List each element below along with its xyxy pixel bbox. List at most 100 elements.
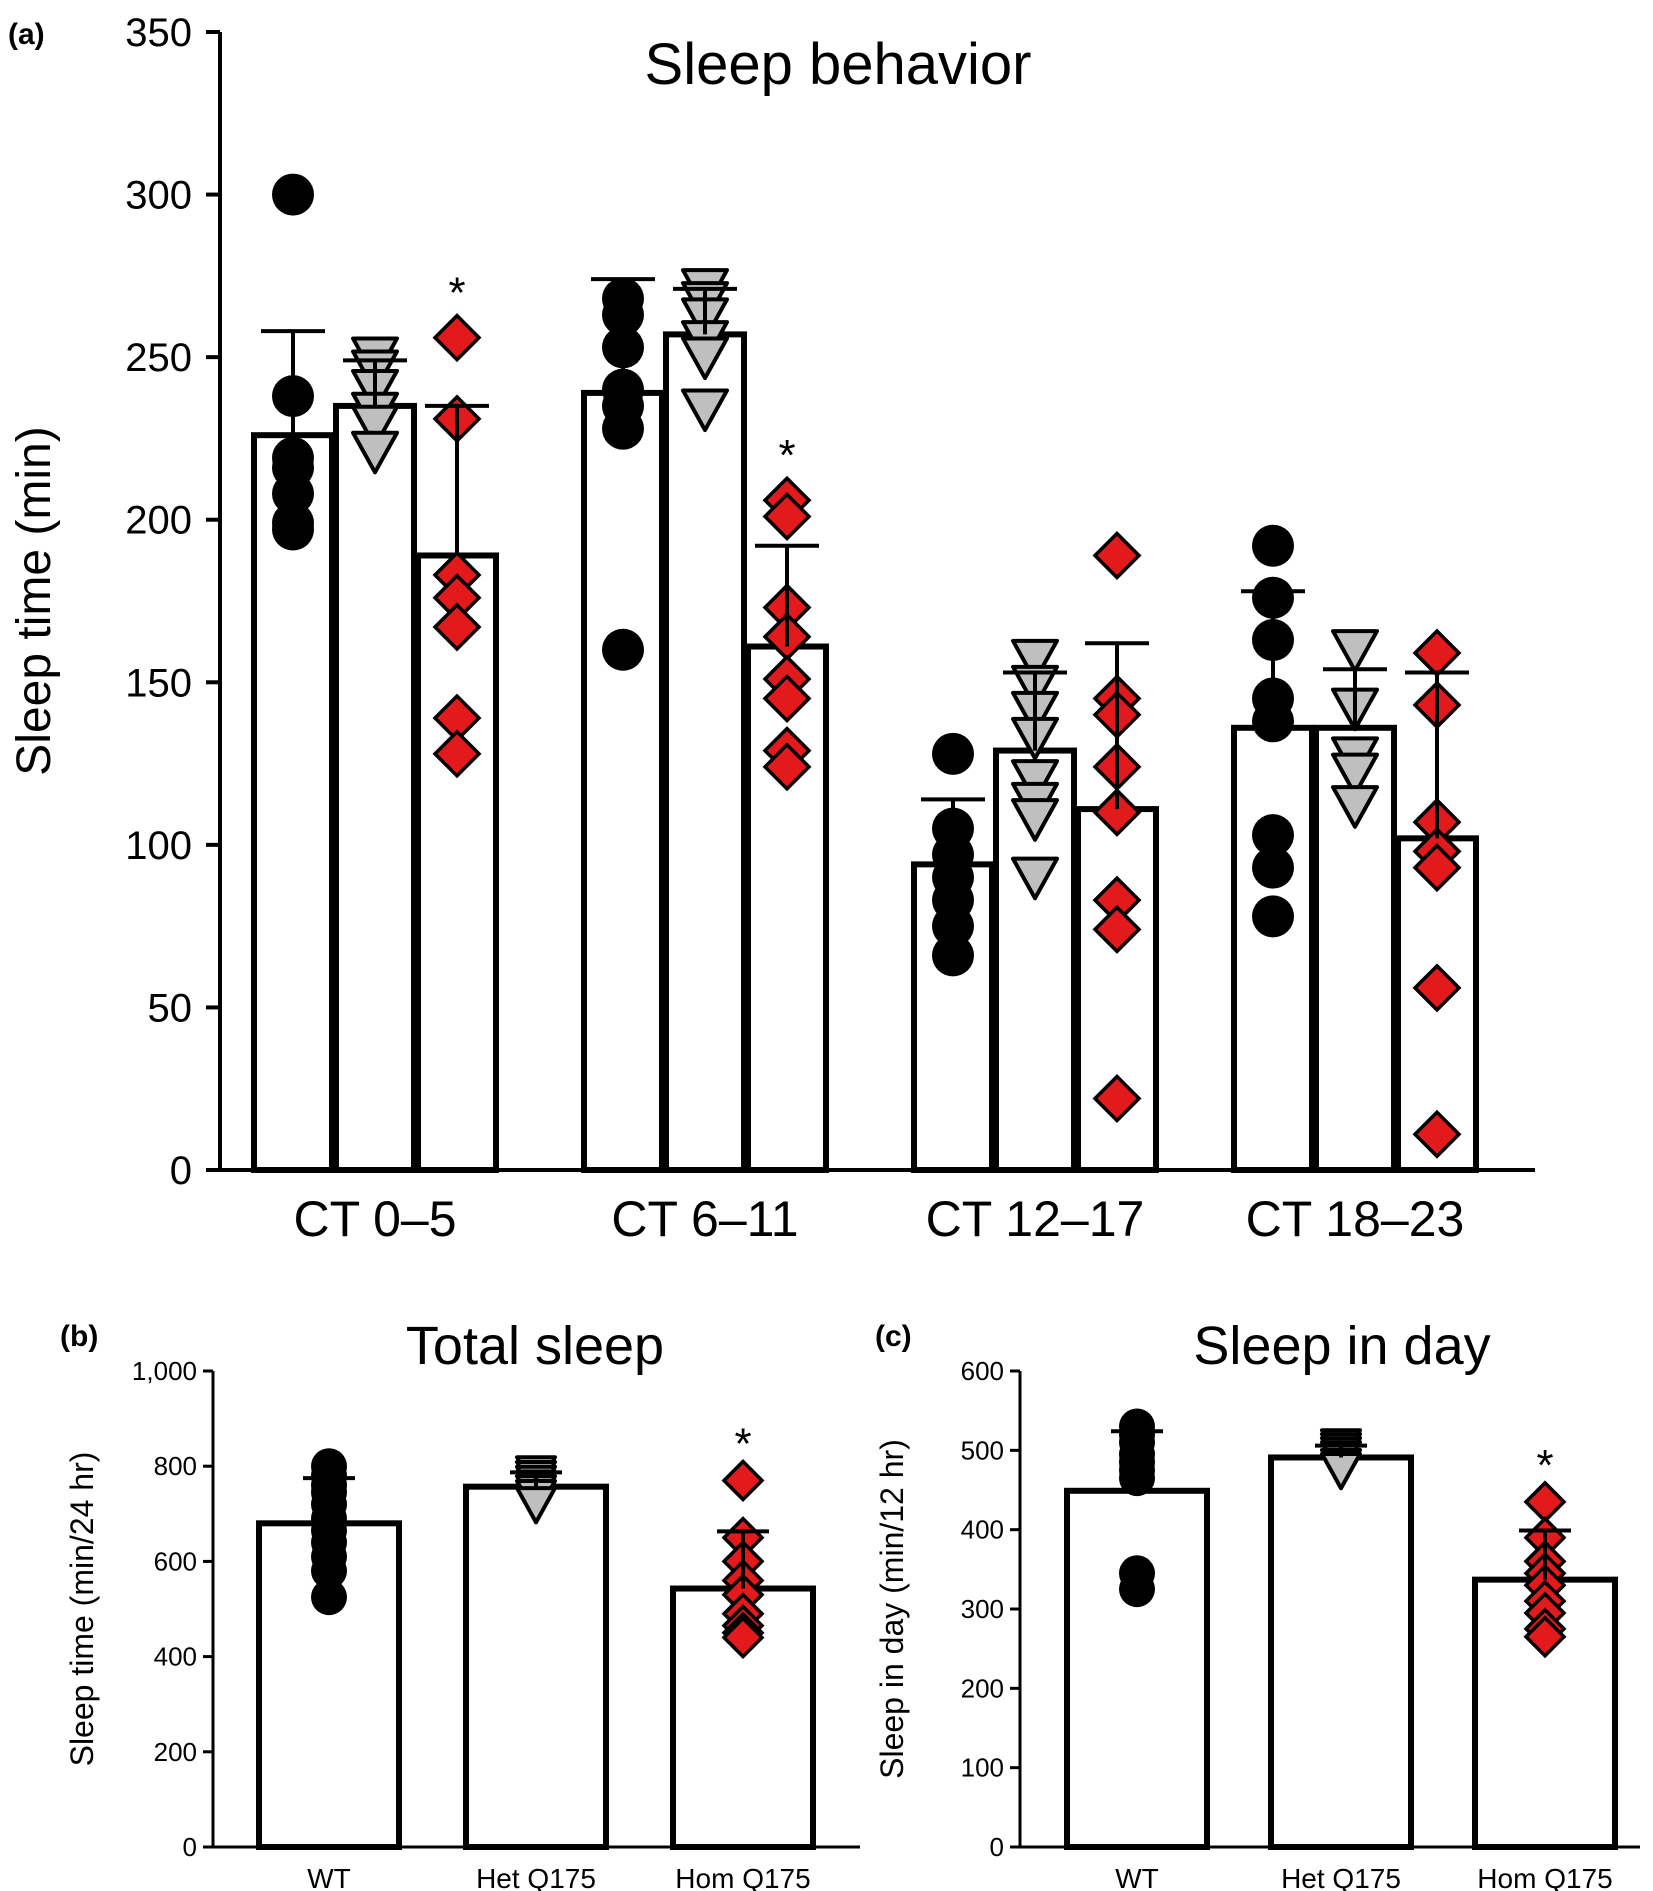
y-tick-label: 0 <box>170 1149 192 1193</box>
y-tick-label: 400 <box>961 1515 1004 1545</box>
error-bar-hom <box>1085 641 1149 810</box>
bar-wt <box>581 389 665 1173</box>
error-bar-het <box>1323 667 1387 728</box>
y-tick-label: 200 <box>154 1737 197 1767</box>
data-point-het <box>1331 629 1379 673</box>
y-axis-label: Sleep time (min) <box>8 426 61 775</box>
error-bar-het <box>510 1470 562 1487</box>
data-point-wt <box>1252 846 1294 889</box>
data-point-hom <box>762 491 812 541</box>
data-point-hom <box>762 674 812 724</box>
panel-c-sleep-in-day: (c) Sleep in day Sleep in day (min/12 hr) 0… <box>874 1316 1640 1891</box>
panel-b-total-sleep: (b) Total sleep Sleep time (min/24 hr) 0 200… <box>60 1316 860 1891</box>
significance-asterisk: * <box>1536 1441 1553 1490</box>
data-point-wt <box>272 173 314 216</box>
bar-wt <box>1064 1487 1210 1850</box>
x-tick-label: CT 0–5 <box>293 1191 456 1247</box>
data-point-wt <box>1252 814 1294 857</box>
y-tick-label: 350 <box>125 11 192 55</box>
error-bar-hom <box>1519 1528 1571 1580</box>
y-tick-label: 300 <box>961 1594 1004 1624</box>
significance-asterisk: * <box>448 269 465 318</box>
category-group <box>256 1448 402 1850</box>
data-point-wt <box>932 905 974 948</box>
data-point-wt <box>1252 524 1294 567</box>
error-bar-hom <box>755 543 819 647</box>
chart-title: Sleep behavior <box>645 32 1032 97</box>
bar-hom <box>415 552 499 1173</box>
category-group <box>1064 1408 1210 1850</box>
y-tick-label: 200 <box>961 1673 1004 1703</box>
y-tick-label: 250 <box>125 336 192 380</box>
data-point-het <box>681 388 729 433</box>
data-point-hom <box>1412 963 1462 1013</box>
data-point-hom <box>1092 787 1142 837</box>
category-group: * <box>251 173 499 1174</box>
chart-title: Sleep in day <box>1193 1316 1490 1376</box>
data-point-wt <box>311 1552 347 1589</box>
x-tick-label: Het Q175 <box>1281 1863 1401 1891</box>
data-point-wt <box>272 508 314 551</box>
error-bar-hom <box>425 403 489 556</box>
data-point-hom <box>432 729 482 779</box>
error-bar-wt <box>921 797 985 865</box>
error-bar-het <box>343 358 407 406</box>
error-bar-hom <box>1405 670 1469 839</box>
y-tick-label: 100 <box>961 1753 1004 1783</box>
data-point-het <box>1011 759 1059 803</box>
data-point-het <box>351 430 399 475</box>
significance-asterisk: * <box>734 1419 751 1468</box>
panel-label: (c) <box>875 1320 912 1353</box>
y-tick-label: 400 <box>154 1642 197 1672</box>
y-tick-label: 50 <box>148 986 193 1030</box>
y-tick-label: 150 <box>125 661 192 705</box>
data-point-het <box>1331 752 1379 797</box>
error-bar-wt <box>303 1476 355 1524</box>
data-point-hom <box>1092 1073 1142 1123</box>
data-point-hom <box>721 1459 765 1502</box>
y-tick-label: 0 <box>990 1832 1004 1862</box>
error-bar-het <box>1003 670 1067 751</box>
data-point-het <box>351 404 399 449</box>
x-tick-label: CT 6–11 <box>611 1191 798 1247</box>
x-tick-label: Hom Q175 <box>675 1863 810 1891</box>
x-tick-label: WT <box>1115 1863 1159 1891</box>
x-tick-label: Het Q175 <box>476 1863 596 1891</box>
bar-het <box>463 1483 609 1850</box>
x-tick-label: CT 12–17 <box>926 1191 1145 1247</box>
y-tick-label: 300 <box>125 174 192 218</box>
error-bar-wt <box>591 277 655 393</box>
y-tick-label: 800 <box>154 1451 197 1481</box>
data-point-hom <box>432 313 482 363</box>
data-point-wt <box>1252 895 1294 938</box>
data-point-wt <box>1119 1571 1155 1608</box>
y-tick-label: 600 <box>154 1546 197 1576</box>
category-group <box>1268 1428 1414 1851</box>
data-point-hom <box>762 742 812 792</box>
data-point-het <box>681 336 729 381</box>
category-group <box>1231 524 1479 1174</box>
panel-label: (a) <box>8 18 45 51</box>
chart-title: Total sleep <box>406 1316 664 1376</box>
data-point-hom <box>432 602 482 652</box>
data-point-wt <box>932 934 974 977</box>
bar-wt <box>1231 724 1315 1173</box>
data-point-hom <box>1092 531 1142 580</box>
bar-het <box>1268 1454 1414 1851</box>
panel-label: (b) <box>60 1320 98 1353</box>
y-tick-label: 500 <box>961 1435 1004 1465</box>
category-group: * <box>670 1419 816 1850</box>
panel-a-sleep-behavior: (a) Sleep behavior Sleep time (min) 0 50 100 1… <box>8 11 1535 1247</box>
error-bar-het <box>673 286 737 335</box>
data-point-hom <box>1412 843 1462 893</box>
error-bar-wt <box>1241 589 1305 728</box>
data-point-wt <box>272 472 314 515</box>
data-point-hom <box>1412 1109 1462 1159</box>
y-axis-label: Sleep time (min/24 hr) <box>64 1452 100 1767</box>
category-group <box>463 1455 609 1850</box>
y-tick-label: 100 <box>125 824 192 868</box>
data-point-wt <box>932 732 974 775</box>
data-point-wt <box>602 628 644 671</box>
significance-asterisk: * <box>778 431 795 480</box>
data-point-het <box>515 1486 557 1525</box>
